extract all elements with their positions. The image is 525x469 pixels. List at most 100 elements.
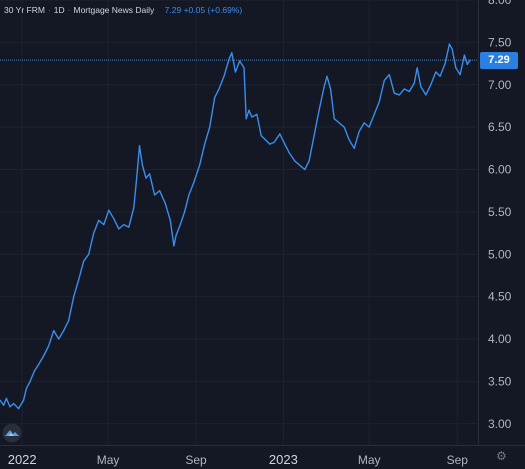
data-point bbox=[413, 82, 415, 84]
data-point bbox=[333, 118, 335, 120]
data-point bbox=[368, 126, 370, 128]
data-point bbox=[9, 406, 11, 408]
legend-last-value: 7.29 bbox=[164, 5, 182, 15]
data-point bbox=[128, 226, 130, 228]
data-point bbox=[214, 96, 216, 99]
data-point bbox=[373, 113, 375, 115]
legend-symbol[interactable]: 30 Yr FRM bbox=[4, 5, 45, 15]
data-point bbox=[330, 88, 332, 90]
legend-interval[interactable]: 1D bbox=[53, 5, 65, 15]
data-point bbox=[141, 164, 143, 166]
data-point bbox=[18, 408, 20, 410]
data-point bbox=[218, 88, 220, 90]
data-point bbox=[25, 387, 28, 389]
data-point bbox=[173, 245, 175, 247]
x-tick-label: 2022 bbox=[8, 452, 37, 467]
data-point bbox=[264, 139, 267, 141]
data-point bbox=[348, 139, 350, 141]
data-point bbox=[323, 85, 325, 88]
data-point bbox=[103, 224, 105, 226]
data-point bbox=[234, 71, 236, 73]
data-point bbox=[159, 190, 161, 192]
data-point bbox=[58, 338, 60, 340]
data-point bbox=[118, 228, 120, 230]
price-axis-separator bbox=[478, 0, 479, 445]
series-line bbox=[0, 43, 471, 410]
data-point bbox=[179, 224, 181, 226]
data-point bbox=[251, 116, 253, 118]
legend-separator: · bbox=[67, 5, 71, 15]
data-point bbox=[83, 260, 85, 262]
chart-legend[interactable]: 30 Yr FRM · 1D · Mortgage News Daily 7.29 +0… bbox=[4, 4, 242, 16]
y-tick-label: 6.00 bbox=[488, 163, 512, 177]
data-point bbox=[243, 67, 245, 69]
data-point bbox=[430, 84, 432, 86]
data-point bbox=[383, 79, 385, 82]
data-point bbox=[269, 143, 271, 145]
last-price-label: 7.29 bbox=[480, 51, 518, 69]
data-point bbox=[403, 88, 405, 90]
data-point bbox=[338, 122, 340, 124]
data-point bbox=[199, 164, 201, 166]
data-point bbox=[108, 209, 110, 211]
data-point bbox=[353, 147, 355, 149]
x-tick-label: 2023 bbox=[269, 452, 298, 467]
data-point bbox=[5, 397, 7, 399]
data-point bbox=[469, 59, 471, 61]
data-point bbox=[435, 71, 437, 73]
tradingview-logo-icon[interactable] bbox=[2, 423, 22, 443]
data-point bbox=[299, 164, 301, 166]
data-point bbox=[398, 94, 400, 96]
legend-source: Mortgage News Daily bbox=[73, 5, 155, 15]
data-point bbox=[43, 355, 45, 357]
data-point bbox=[260, 135, 262, 137]
data-point bbox=[463, 54, 465, 56]
grid-lines bbox=[0, 0, 478, 445]
data-point bbox=[78, 279, 80, 281]
data-point bbox=[188, 194, 190, 196]
data-point bbox=[448, 43, 450, 45]
data-point bbox=[248, 109, 250, 111]
data-point bbox=[288, 152, 290, 154]
data-point bbox=[193, 181, 195, 183]
data-point bbox=[209, 126, 211, 128]
data-point bbox=[416, 67, 418, 69]
x-tick-label: Sep bbox=[447, 453, 469, 467]
data-point bbox=[455, 67, 457, 69]
data-point bbox=[3, 404, 5, 406]
data-point bbox=[239, 60, 241, 62]
data-point bbox=[138, 145, 141, 147]
y-tick-label: 4.50 bbox=[488, 290, 512, 304]
data-point bbox=[256, 113, 258, 115]
data-point bbox=[123, 224, 125, 226]
x-tick-label: Sep bbox=[185, 453, 207, 467]
legend-change-pct: (+0.69%) bbox=[207, 5, 243, 15]
data-point bbox=[231, 52, 233, 54]
data-point bbox=[98, 219, 100, 221]
y-tick-label: 3.00 bbox=[488, 417, 512, 431]
data-point bbox=[133, 207, 135, 209]
data-point bbox=[284, 143, 286, 145]
data-point bbox=[38, 363, 40, 366]
data-point bbox=[378, 101, 380, 103]
gear-icon[interactable]: ⚙ bbox=[496, 449, 507, 463]
data-point bbox=[308, 160, 310, 162]
data-point bbox=[393, 92, 395, 94]
data-point bbox=[23, 399, 25, 401]
data-point bbox=[0, 399, 1, 401]
y-axis[interactable]: 3.00 3.50 4.00 4.50 5.00 5.50 6.00 6.50 7.00 7.50… bbox=[488, 0, 512, 431]
legend-separator: · bbox=[47, 5, 51, 15]
data-point bbox=[149, 173, 151, 175]
data-point bbox=[73, 296, 75, 298]
data-point bbox=[318, 109, 320, 111]
data-point bbox=[228, 58, 230, 60]
data-point bbox=[88, 253, 90, 255]
data-point bbox=[343, 126, 345, 128]
data-point bbox=[326, 75, 328, 77]
data-point bbox=[420, 85, 422, 88]
data-point bbox=[273, 141, 275, 143]
data-point bbox=[358, 130, 360, 132]
x-axis[interactable]: 2022 May Sep 2023 May Sep bbox=[8, 452, 469, 467]
